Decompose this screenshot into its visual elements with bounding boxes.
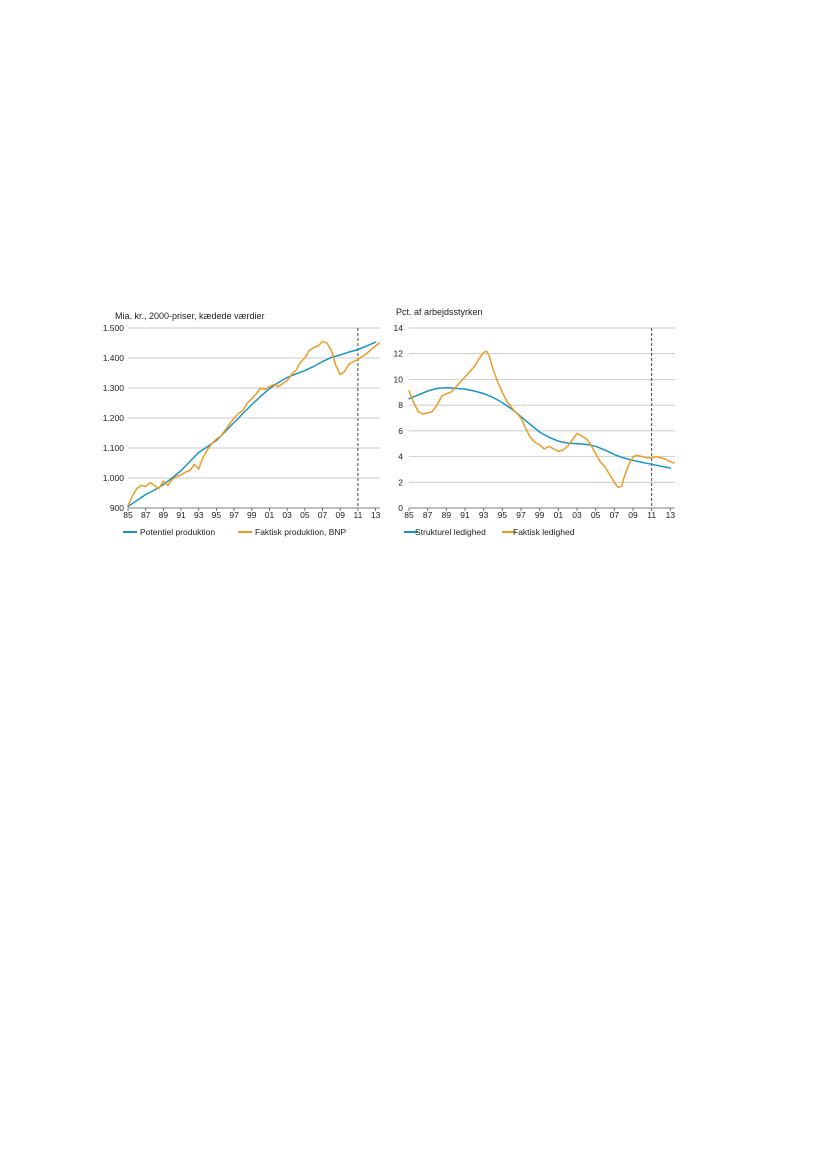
x-tick-label: 87	[141, 510, 151, 520]
legend-label-faktisk-ledighed: Faktisk ledighed	[513, 527, 575, 537]
y-tick-label: 1.300	[103, 383, 125, 393]
x-tick-label: 85	[404, 510, 414, 520]
x-tick-label: 05	[300, 510, 310, 520]
x-tick-label: 99	[247, 510, 257, 520]
x-tick-label: 11	[353, 510, 362, 520]
x-tick-label: 05	[591, 510, 601, 520]
x-tick-label: 95	[498, 510, 508, 520]
x-tick-label: 87	[423, 510, 433, 520]
chart-0-x-ticks: 85 87 89 91 93 95 97 99 01 03 05 07 09 11 13	[123, 508, 381, 520]
y-tick-label: 1.100	[103, 443, 125, 453]
x-tick-label: 09	[335, 510, 345, 520]
chart-1-y-ticks: 14 12 10 8 6 4 2 0	[394, 323, 404, 513]
y-tick-label: 14	[394, 323, 404, 333]
y-tick-label: 12	[394, 349, 404, 359]
chart-1-grid	[409, 327, 675, 509]
chart-1-x-ticks: 85 87 89 91 93 95 97 99 01 03 05 07 09 11 13	[404, 508, 675, 520]
chart-0-ylabel: Mia. kr., 2000-priser, kædede værdier	[115, 311, 265, 321]
y-tick-label: 1.200	[103, 413, 125, 423]
y-tick-label: 1.400	[103, 353, 125, 363]
chart-1-ylabel: Pct. af arbejdsstyrken	[396, 307, 483, 317]
chart-1-legend: Strukturel ledighed Faktisk ledighed	[404, 527, 575, 537]
y-tick-label: 0	[398, 503, 403, 513]
x-tick-label: 13	[371, 510, 381, 520]
chart-0-series	[127, 340, 380, 508]
x-tick-label: 85	[123, 510, 133, 520]
x-tick-label: 95	[212, 510, 222, 520]
x-tick-label: 91	[460, 510, 470, 520]
x-tick-label: 01	[554, 510, 564, 520]
y-tick-label: 1.500	[103, 323, 125, 333]
y-tick-label: 1.000	[103, 473, 125, 483]
chart-0-y-ticks: 1.500 1.400 1.300 1.200 1.100 1.000 900	[103, 323, 125, 513]
x-tick-label: 03	[282, 510, 292, 520]
series-line-potential	[127, 341, 377, 508]
chart-0-legend: Potentiel produktion Faktisk produktion,…	[123, 527, 347, 537]
y-tick-label: 10	[394, 374, 404, 384]
legend-label-strukturel-ledighed: Strukturel ledighed	[415, 527, 486, 537]
x-tick-label: 89	[442, 510, 452, 520]
x-tick-label: 97	[229, 510, 239, 520]
series-line-potential	[408, 387, 672, 469]
y-tick-label: 900	[110, 503, 124, 513]
x-tick-label: 03	[572, 510, 582, 520]
x-tick-label: 13	[666, 510, 676, 520]
y-tick-label: 4	[398, 452, 403, 462]
chart-1-series	[408, 350, 675, 489]
chart-0-grid	[128, 327, 380, 509]
y-tick-label: 2	[398, 477, 403, 487]
x-tick-label: 99	[535, 510, 545, 520]
x-tick-label: 91	[176, 510, 186, 520]
y-tick-label: 8	[398, 400, 403, 410]
x-tick-label: 07	[318, 510, 328, 520]
x-tick-label: 01	[265, 510, 275, 520]
series-line-actual	[127, 340, 380, 507]
x-tick-label: 97	[516, 510, 526, 520]
x-tick-label: 07	[610, 510, 620, 520]
y-tick-label: 6	[398, 426, 403, 436]
x-tick-label: 93	[479, 510, 489, 520]
x-tick-label: 11	[647, 510, 656, 520]
x-tick-label: 93	[194, 510, 204, 520]
legend-label-faktisk-produktion: Faktisk produktion, BNP	[255, 527, 347, 537]
x-tick-label: 09	[628, 510, 638, 520]
x-tick-label: 89	[159, 510, 169, 520]
legend-label-potentiel-produktion: Potentiel produktion	[140, 527, 215, 537]
chart-potential-production: Mia. kr., 2000-priser, kædede værdier 1.…	[103, 311, 381, 537]
series-line-actual	[408, 350, 675, 489]
